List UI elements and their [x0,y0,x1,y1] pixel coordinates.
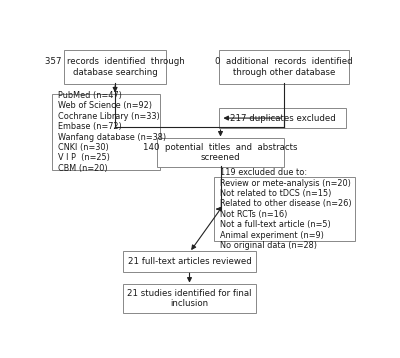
FancyBboxPatch shape [123,284,256,313]
FancyBboxPatch shape [157,138,284,167]
Text: PubMed (n=47)
Web of Science (n=92)
Cochrane Library (n=33)
Embase (n=72)
Wanfan: PubMed (n=47) Web of Science (n=92) Coch… [58,91,166,173]
Text: 21 studies identified for final
inclusion: 21 studies identified for final inclusio… [127,289,252,308]
Text: 21 full-text articles reviewed: 21 full-text articles reviewed [128,257,251,266]
Text: 217 duplicates excluded: 217 duplicates excluded [230,113,335,122]
FancyBboxPatch shape [219,50,349,84]
FancyBboxPatch shape [52,94,160,170]
FancyBboxPatch shape [219,108,346,129]
Text: 140  potential  titles  and  abstracts
screened: 140 potential titles and abstracts scree… [143,143,298,162]
FancyBboxPatch shape [64,50,166,84]
Text: 119 excluded due to:
Review or mete-analysis (n=20)
Not related to tDCS (n=15)
R: 119 excluded due to: Review or mete-anal… [220,168,352,250]
FancyBboxPatch shape [123,251,256,272]
FancyBboxPatch shape [214,176,355,241]
Text: 0  additional  records  identified
through other database: 0 additional records identified through … [215,57,353,77]
Text: 357  records  identified  through
database searching: 357 records identified through database … [45,57,185,77]
